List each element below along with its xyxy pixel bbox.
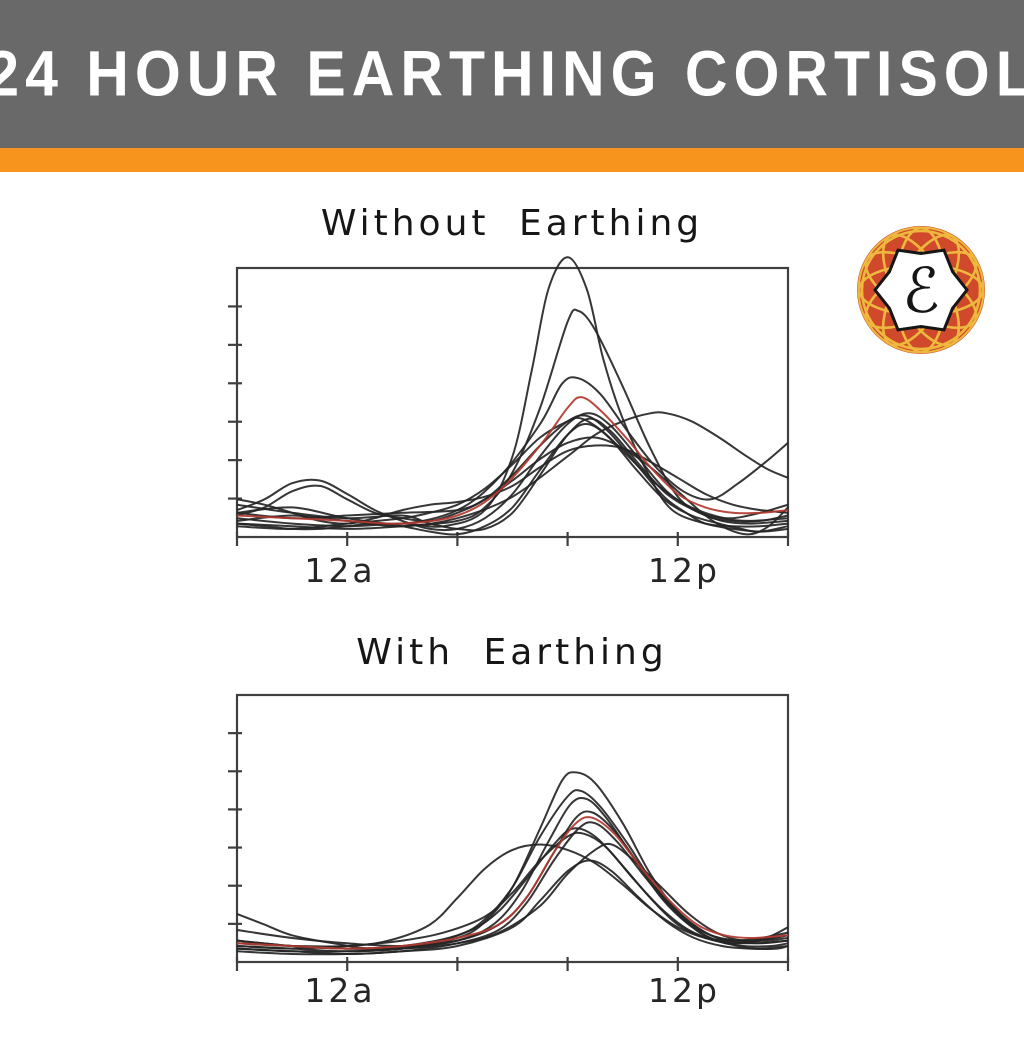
chart1-xtick-label-12p: 12p: [648, 551, 720, 590]
page: { "banner": { "title": "24 HOUR EARTHING…: [0, 0, 1024, 1010]
logo-hexagon-star: [873, 248, 969, 332]
logo-outer-ring: [857, 226, 985, 354]
chart2-title: With Earthing: [356, 632, 668, 673]
title-banner: 24 HOUR EARTHING CORTISOL: [0, 0, 1024, 148]
with-earthing-chart: [228, 693, 790, 971]
chart1-xtick-label-12a: 12a: [304, 551, 376, 590]
chart2-xtick-label-12p: 12p: [648, 971, 720, 1010]
page-title: 24 HOUR EARTHING CORTISOL: [0, 38, 1024, 110]
chart2-xtick-label-12a: 12a: [304, 971, 376, 1010]
chart1-title: Without Earthing: [320, 203, 704, 244]
earthing-brand-logo-icon: ℰ: [857, 226, 985, 354]
logo-letter: ℰ: [902, 254, 940, 327]
orange-accent-bar: [0, 148, 1024, 172]
without-earthing-chart: [228, 256, 790, 546]
